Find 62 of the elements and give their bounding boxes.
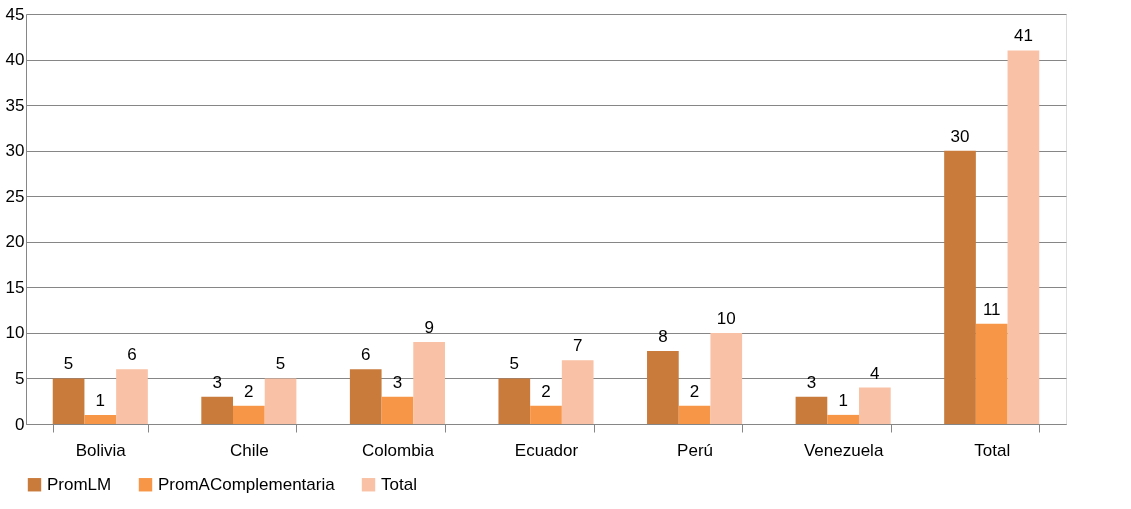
data-label: 3 <box>392 372 403 392</box>
data-label: 2 <box>541 381 551 401</box>
bar <box>201 396 234 424</box>
legend-label: PromLM <box>47 474 112 494</box>
bar <box>413 342 445 424</box>
data-label: 5 <box>275 354 286 374</box>
bar <box>264 378 297 424</box>
data-label: 9 <box>424 318 434 337</box>
y-tick-label: 30 <box>5 141 25 161</box>
bar <box>84 414 117 424</box>
data-label: 5 <box>63 354 74 374</box>
data-label: 1 <box>95 390 106 410</box>
bar <box>349 369 382 424</box>
y-tick-label: 10 <box>5 323 25 343</box>
bar <box>561 360 594 424</box>
data-label: 3 <box>806 372 817 392</box>
y-tick-label: 25 <box>5 186 25 206</box>
bar <box>381 396 414 424</box>
data-label: 5 <box>509 354 520 374</box>
bar <box>944 150 976 424</box>
data-label: 11 <box>982 299 1001 319</box>
data-label: 41 <box>1013 26 1033 46</box>
legend-label: Total <box>381 474 417 494</box>
y-tick-label: 5 <box>15 368 25 388</box>
data-label: 30 <box>950 126 970 146</box>
x-tick-label: Venezuela <box>803 440 884 460</box>
bar <box>710 332 743 424</box>
data-label: 1 <box>838 390 848 410</box>
bar <box>858 387 891 424</box>
bar <box>678 405 711 424</box>
y-tick-label: 45 <box>5 4 25 24</box>
x-tick-label: Perú <box>677 440 714 460</box>
bar <box>1007 50 1040 424</box>
x-tick-label: Bolivia <box>75 440 127 460</box>
x-tick-label: Ecuador <box>514 440 579 460</box>
data-label: 8 <box>658 327 668 347</box>
legend-label: PromAComplementaria <box>158 474 336 494</box>
data-label: 2 <box>244 381 254 401</box>
bar <box>647 351 679 424</box>
data-label: 6 <box>127 345 137 365</box>
data-label: 10 <box>716 308 736 328</box>
data-label: 4 <box>870 363 880 383</box>
data-label: 6 <box>361 345 371 365</box>
bar <box>52 378 85 424</box>
y-tick-label: 40 <box>5 50 25 70</box>
y-tick-label: 35 <box>5 95 25 115</box>
data-label: 2 <box>689 381 700 401</box>
x-tick-label: Chile <box>229 440 269 460</box>
bar <box>233 405 265 424</box>
data-label: 7 <box>572 336 583 356</box>
x-tick-label: Colombia <box>362 440 435 460</box>
bar <box>975 323 1008 424</box>
data-label: 3 <box>212 372 222 392</box>
y-tick-label: 0 <box>15 414 25 434</box>
y-tick-label: 20 <box>5 232 25 252</box>
bar <box>827 414 859 424</box>
bar <box>498 378 531 424</box>
bar <box>795 396 828 424</box>
bar <box>116 369 148 424</box>
bar <box>530 405 562 424</box>
y-tick-label: 15 <box>5 277 25 297</box>
x-tick-label: Total <box>974 440 1011 460</box>
